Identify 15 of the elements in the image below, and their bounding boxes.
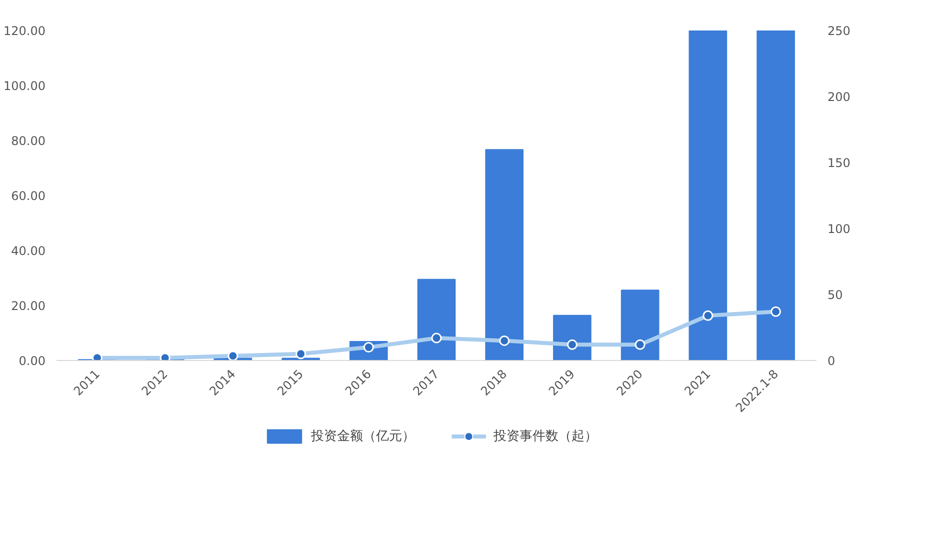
y2-tick-label: 0 xyxy=(828,354,836,368)
legend-label: 投资金额（亿元） xyxy=(310,429,416,444)
y2-tick-label: 200 xyxy=(828,90,850,104)
legend-label: 投资事件数（起） xyxy=(492,429,598,444)
y-tick-label: 80.00 xyxy=(11,134,46,148)
y2-tick-label: 150 xyxy=(828,156,850,170)
y-tick-label: 40.00 xyxy=(11,244,46,258)
y-tick-label: 120.00 xyxy=(4,24,46,38)
y2-tick-label: 250 xyxy=(828,24,850,38)
y-tick-label: 0.00 xyxy=(18,354,46,368)
y-tick-label: 100.00 xyxy=(4,79,46,93)
y2-tick-label: 50 xyxy=(828,288,843,302)
y-tick-label: 60.00 xyxy=(11,189,46,203)
y-tick-label: 20.00 xyxy=(11,299,46,313)
y2-tick-label: 100 xyxy=(828,222,850,236)
